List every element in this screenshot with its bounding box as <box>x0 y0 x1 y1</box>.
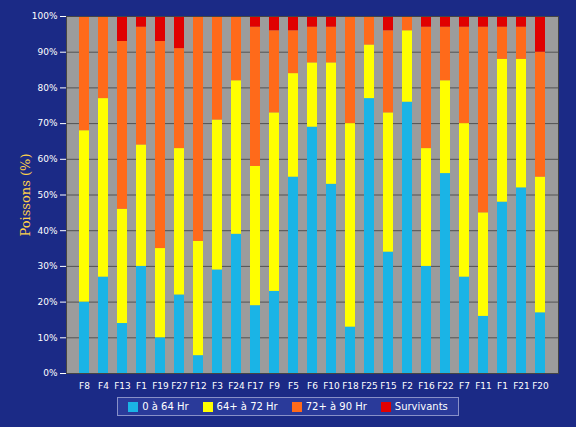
svg-text:F11: F11 <box>475 381 492 391</box>
svg-text:F7: F7 <box>459 381 470 391</box>
svg-text:F2: F2 <box>402 381 413 391</box>
svg-text:F13: F13 <box>114 381 131 391</box>
svg-text:50%: 50% <box>37 190 57 200</box>
svg-text:F17: F17 <box>247 381 264 391</box>
svg-text:F20: F20 <box>532 381 549 391</box>
svg-text:70%: 70% <box>37 118 57 128</box>
svg-text:F1: F1 <box>497 381 508 391</box>
html-text:0 à 64 Hr: 0 à 64 Hr <box>142 401 189 412</box>
svg-text:F6: F6 <box>307 381 318 391</box>
svg-text:F19: F19 <box>152 381 169 391</box>
svg-text:F22: F22 <box>437 381 454 391</box>
svg-text:F24: F24 <box>228 381 245 391</box>
svg-text:100%: 100% <box>32 11 58 21</box>
svg-text:F4: F4 <box>98 381 109 391</box>
svg-text:F9: F9 <box>269 381 280 391</box>
svg-text:F25: F25 <box>361 381 378 391</box>
svg-text:Poissons (%): Poissons (%) <box>18 153 33 236</box>
svg-text:30%: 30% <box>37 261 57 271</box>
svg-text:F1: F1 <box>136 381 147 391</box>
svg-text:F27: F27 <box>171 381 188 391</box>
svg-text:20%: 20% <box>37 297 57 307</box>
svg-text:F12: F12 <box>190 381 207 391</box>
svg-text:F18: F18 <box>342 381 359 391</box>
svg-text:F10: F10 <box>323 381 340 391</box>
svg-text:10%: 10% <box>37 333 57 343</box>
svg-text:60%: 60% <box>37 154 57 164</box>
html-text:Survivants: Survivants <box>394 401 448 412</box>
svg-text:F21: F21 <box>513 381 530 391</box>
svg-text:F8: F8 <box>79 381 90 391</box>
svg-text:F16: F16 <box>418 381 435 391</box>
html-text:64+ à 72 Hr: 64+ à 72 Hr <box>216 401 278 412</box>
svg-text:80%: 80% <box>37 83 57 93</box>
svg-text:F3: F3 <box>212 381 223 391</box>
svg-text:40%: 40% <box>37 226 57 236</box>
svg-text:F5: F5 <box>288 381 299 391</box>
svg-text:0%: 0% <box>43 368 58 378</box>
svg-text:90%: 90% <box>37 47 57 57</box>
svg-text:F15: F15 <box>380 381 397 391</box>
html-text:72+ à 90 Hr: 72+ à 90 Hr <box>305 401 367 412</box>
